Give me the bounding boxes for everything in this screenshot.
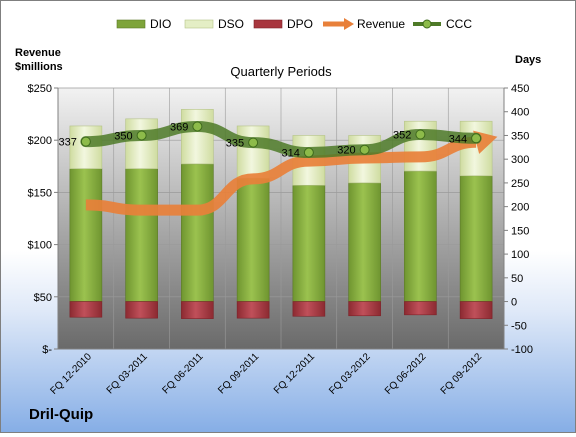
ccc-data-label: 369 xyxy=(170,121,188,133)
category-label: FQ 12-2010 xyxy=(48,351,94,397)
bar-dio xyxy=(292,184,326,302)
ccc-data-label: 335 xyxy=(226,138,244,150)
left-tick-label: $- xyxy=(42,344,52,356)
chart-title: Quarterly Periods xyxy=(230,64,332,79)
ccc-data-label: 352 xyxy=(393,130,411,142)
right-tick-label: 200 xyxy=(511,202,529,214)
bar-dpo xyxy=(404,301,437,316)
left-tick-label: $100 xyxy=(28,240,52,252)
right-tick-label: 50 xyxy=(511,273,523,285)
category-label: FQ 09-2011 xyxy=(216,351,261,396)
legend-label-dso: DSO xyxy=(218,17,244,31)
legend-swatch-dpo xyxy=(253,19,283,29)
bar-dpo xyxy=(69,301,103,318)
category-label: FQ 03-2011 xyxy=(105,351,150,396)
category-label: FQ 09-2012 xyxy=(439,351,485,397)
bar-dio xyxy=(181,163,214,302)
bar-dso xyxy=(125,118,158,169)
ccc-marker xyxy=(359,144,370,155)
right-tick-label: 100 xyxy=(511,249,529,261)
category-label: FQ 06-2011 xyxy=(161,351,206,396)
left-tick-label: $50 xyxy=(34,292,52,304)
bar-dpo xyxy=(236,301,270,319)
ccc-marker xyxy=(415,129,426,140)
ccc-data-label: 320 xyxy=(337,145,355,157)
left-tick-label: $200 xyxy=(28,135,52,147)
legend-label-dpo: DPO xyxy=(287,17,313,31)
ccc-data-label: 344 xyxy=(449,133,467,145)
ccc-marker xyxy=(192,121,203,132)
right-tick-label: 250 xyxy=(511,178,529,190)
left-tick-label: $250 xyxy=(28,83,52,95)
bar-dso xyxy=(181,109,214,165)
ccc-marker xyxy=(471,133,482,144)
right-axis-title: Days xyxy=(515,54,541,66)
bar-dio xyxy=(69,168,103,302)
ccc-marker xyxy=(136,130,147,141)
bar-dpo xyxy=(292,301,326,317)
legend-label-revenue: Revenue xyxy=(357,17,405,31)
ccc-line xyxy=(80,120,482,159)
ccc-data-label: 350 xyxy=(114,130,132,142)
ccc-marker xyxy=(80,136,91,147)
legend-marker-ccc xyxy=(422,19,432,29)
legend: DIO DSO DPO Revenue CCC xyxy=(116,17,472,31)
right-tick-label: 400 xyxy=(511,107,529,119)
bar-dio xyxy=(236,177,270,302)
bar-dso xyxy=(69,125,103,169)
legend-label-dio: DIO xyxy=(150,17,171,31)
right-tick-label: 450 xyxy=(511,83,529,95)
category-label: FQ 03-2012 xyxy=(327,351,373,397)
bar-dio xyxy=(348,182,381,302)
bar-dio xyxy=(125,168,158,302)
right-tick-label: -100 xyxy=(511,344,533,356)
category-label: FQ 06-2012 xyxy=(383,351,429,397)
right-tick-label: -50 xyxy=(511,320,527,332)
bar-dso xyxy=(236,125,270,179)
right-tick-label: 300 xyxy=(511,154,529,166)
legend-swatch-dio xyxy=(116,19,146,29)
bar-dpo xyxy=(459,301,493,319)
left-tick-label: $150 xyxy=(28,187,52,199)
bar-dio xyxy=(459,175,493,302)
right-tick-label: 0 xyxy=(511,297,517,309)
bar-dpo xyxy=(181,301,214,319)
left-axis-title-line1: Revenue xyxy=(15,47,61,59)
ccc-data-label: 337 xyxy=(59,137,77,149)
right-tick-label: 150 xyxy=(511,225,529,237)
ccc-data-label: 314 xyxy=(282,148,300,160)
ccc-marker xyxy=(303,147,314,158)
bar-dpo xyxy=(348,301,381,317)
company-name: Dril-Quip xyxy=(29,406,94,423)
category-label: FQ 12-2011 xyxy=(272,351,317,396)
bar-dpo xyxy=(125,301,158,319)
bar-dio xyxy=(404,170,437,302)
left-axis-title-line2: $millions xyxy=(15,61,63,73)
legend-arrow-revenue xyxy=(344,18,354,30)
legend-swatch-dso xyxy=(184,19,214,29)
right-tick-label: 350 xyxy=(511,130,529,142)
ccc-marker xyxy=(248,137,259,148)
legend-label-ccc: CCC xyxy=(446,17,472,31)
revenue-line xyxy=(85,136,477,216)
